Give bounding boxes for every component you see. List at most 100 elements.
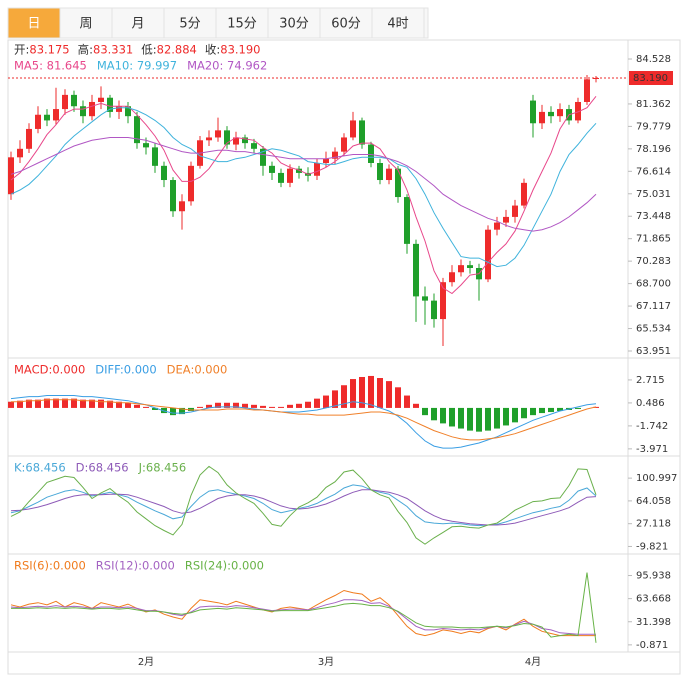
tab[interactable]	[7, 7, 61, 39]
macd-bar	[350, 379, 356, 408]
macd-bar	[179, 407, 185, 415]
macd-bar	[125, 402, 131, 408]
macd-bar	[521, 407, 527, 419]
candle-body	[278, 172, 284, 183]
macd-bar	[224, 402, 230, 408]
macd-bar	[89, 399, 95, 408]
macd-bar	[269, 406, 275, 408]
candle-body	[323, 158, 329, 163]
candle-body	[422, 296, 428, 301]
y-tick-label: -9.821	[636, 541, 668, 552]
y-tick-label: 81.362	[636, 99, 671, 110]
candle-body	[152, 147, 158, 166]
last-price-box	[629, 70, 673, 85]
macd-bar	[8, 401, 14, 408]
tab[interactable]	[163, 7, 217, 39]
candle-body	[80, 106, 86, 117]
candle-body	[575, 101, 581, 121]
macd-bar	[44, 398, 50, 408]
macd-bar	[287, 404, 293, 408]
macd-bar	[143, 406, 149, 408]
macd-bar	[458, 407, 464, 429]
y-tick-label: -3.971	[636, 444, 668, 455]
candle-body	[530, 100, 536, 124]
indicator-line	[11, 399, 597, 441]
macd-bar	[548, 407, 554, 413]
macd-bar	[575, 407, 581, 409]
macd-bar	[530, 407, 536, 416]
tab-label[interactable]: 15分	[227, 17, 257, 32]
candle-body	[35, 114, 41, 129]
candle-body	[296, 168, 302, 173]
tab-label[interactable]: 日	[27, 17, 40, 32]
tab-label[interactable]: 30分	[279, 17, 309, 32]
y-tick-label: 63.668	[636, 594, 671, 605]
macd-bar	[116, 401, 122, 408]
indicator-line	[10, 95, 597, 295]
macd-bar	[26, 399, 32, 408]
y-tick-label: 100.997	[636, 473, 677, 484]
tab-label[interactable]: 月	[131, 17, 144, 32]
candle-body	[107, 97, 113, 112]
macd-bar	[206, 404, 212, 408]
candle-body	[188, 165, 194, 202]
legend-label: 开:	[14, 43, 29, 57]
tab[interactable]	[215, 7, 269, 39]
candle-body	[350, 120, 356, 138]
candle-body	[458, 265, 464, 273]
candle-body	[125, 106, 131, 117]
y-tick-label: 64.058	[636, 496, 671, 507]
candle-body	[89, 101, 95, 117]
candle-body	[368, 144, 374, 163]
indicator-line	[10, 465, 597, 545]
x-tick-label: 3月	[318, 656, 334, 668]
macd-bar	[17, 400, 23, 408]
y-tick-label: 84.528	[636, 54, 671, 65]
legend-label: 高:	[78, 43, 93, 57]
macd-bar	[305, 401, 311, 408]
y-tick-label: 78.196	[636, 144, 671, 155]
tab-label[interactable]: 周	[79, 17, 92, 32]
candle-body	[44, 114, 50, 121]
legend-label: D:68.456	[76, 461, 129, 475]
candle-body	[548, 111, 554, 117]
tab-label[interactable]: 4时	[387, 17, 408, 32]
tab[interactable]	[59, 7, 113, 39]
candle-body	[359, 120, 365, 145]
indicator-line	[11, 572, 597, 643]
macd-bar	[242, 403, 248, 408]
macd-bar	[431, 407, 437, 421]
candle-body	[269, 165, 275, 173]
macd-bar	[188, 407, 194, 412]
x-tick-label: 2月	[138, 656, 154, 668]
candle-body	[287, 168, 293, 183]
candle-body	[584, 79, 590, 102]
macd-bar	[323, 395, 329, 408]
macd-bar	[449, 407, 455, 427]
macd-bar	[467, 407, 473, 431]
tab-label[interactable]: 5分	[179, 17, 200, 32]
macd-bar	[368, 375, 374, 408]
candle-body	[62, 94, 68, 110]
macd-bar	[260, 405, 266, 408]
candle-body	[377, 162, 383, 181]
macd-bar	[503, 407, 509, 426]
y-tick-label: 68.700	[636, 279, 671, 290]
x-tick-label: 4月	[525, 656, 541, 668]
macd-bar	[296, 403, 302, 408]
macd-bar	[170, 407, 176, 416]
macd-bar	[35, 399, 41, 408]
legend-label: MA20: 74.962	[187, 59, 267, 73]
tab-label[interactable]: 60分	[331, 17, 361, 32]
y-tick-label: 2.715	[636, 375, 665, 386]
y-tick-label: 71.865	[636, 234, 671, 245]
tab[interactable]	[319, 7, 373, 39]
y-tick-label: 0.486	[636, 398, 665, 409]
y-tick-label: -0.871	[636, 640, 668, 651]
macd-bar	[512, 407, 518, 423]
legend-label: 82.884	[157, 43, 197, 57]
tab[interactable]	[267, 7, 321, 39]
candle-body	[242, 137, 248, 144]
tab[interactable]	[371, 7, 425, 39]
